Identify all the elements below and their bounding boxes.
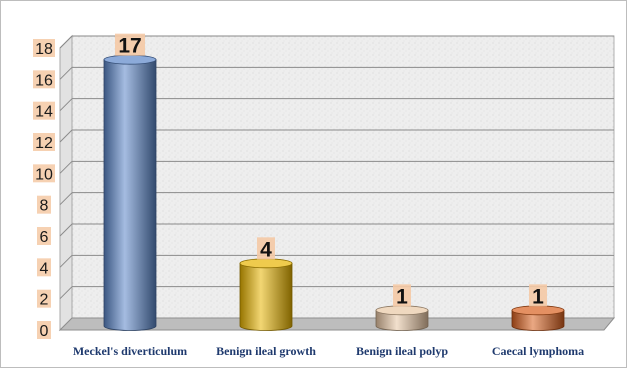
gridline-side xyxy=(59,66,73,80)
gridlines xyxy=(59,35,614,300)
y-tick-label-bg xyxy=(37,258,51,277)
y-tick-label: 6 xyxy=(40,229,49,246)
y-tick-label: 14 xyxy=(35,104,53,121)
y-tick-label-bg xyxy=(37,195,51,214)
gridline-side xyxy=(59,192,73,206)
y-tick-label-bg xyxy=(33,133,55,151)
data-label: 17 xyxy=(118,35,141,58)
gridline-side xyxy=(59,35,73,49)
gridline-side xyxy=(59,160,73,174)
y-tick-label: 16 xyxy=(35,72,53,89)
y-tick-label-bg xyxy=(37,227,51,245)
gridline-side xyxy=(59,254,73,268)
y-tick-label: 2 xyxy=(40,292,49,309)
gridline-side xyxy=(59,286,73,300)
data-label-bg xyxy=(257,237,275,260)
plot-walls xyxy=(58,34,616,332)
x-category-label: Benign ileal growth xyxy=(216,344,316,358)
y-tick-label-bg xyxy=(33,101,55,120)
y-tick-label: 4 xyxy=(40,260,49,277)
data-label: 1 xyxy=(532,285,544,308)
y-tick-label: 0 xyxy=(40,323,49,340)
y-tick-label-bg xyxy=(33,39,55,57)
y-tick-label: 8 xyxy=(40,198,49,215)
y-tick-label: 18 xyxy=(35,41,53,58)
gridline-side xyxy=(59,129,73,143)
x-category-label: Meckel's diverticulum xyxy=(73,344,187,358)
y-axis: 0 2 4 6 8 10 12 14 16 18 xyxy=(33,39,55,340)
gridline-side xyxy=(59,98,73,112)
bars: 17 4 1 1 xyxy=(103,33,565,331)
x-category-label: Caecal lymphoma xyxy=(492,344,584,358)
bar: 17 xyxy=(103,33,157,331)
y-tick-label-bg xyxy=(33,70,55,89)
bar: 4 xyxy=(239,237,293,331)
data-label-bg xyxy=(115,33,145,56)
y-tick-label-bg xyxy=(37,289,51,308)
x-category-label: Benign ileal polyp xyxy=(356,344,448,358)
data-label-bg xyxy=(529,284,547,307)
y-tick-label: 10 xyxy=(35,166,53,183)
y-tick-label-bg xyxy=(33,164,55,183)
y-tick-label-bg xyxy=(37,321,51,339)
data-label: 4 xyxy=(260,238,272,261)
data-label: 1 xyxy=(396,285,408,308)
bar: 1 xyxy=(511,284,565,331)
data-label-bg xyxy=(393,284,411,307)
x-axis: Meckel's diverticulum Benign ileal growth… xyxy=(73,344,584,358)
y-tick-label: 12 xyxy=(35,135,53,152)
gridline-side xyxy=(59,223,73,237)
bar: 1 xyxy=(375,284,429,331)
